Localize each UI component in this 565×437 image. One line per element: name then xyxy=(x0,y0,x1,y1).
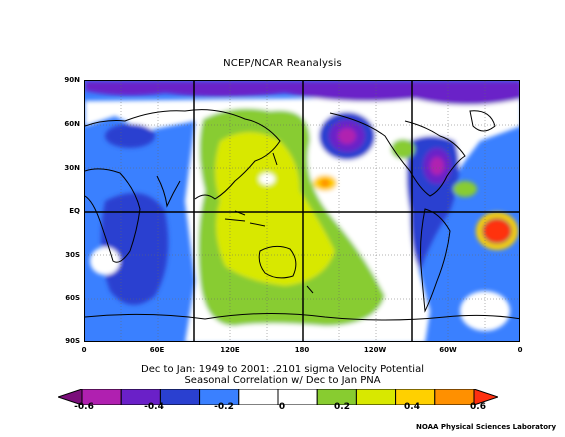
colorbar-tick-label: 0.6 xyxy=(470,402,486,412)
colorbar-tick-label: 0 xyxy=(278,402,286,412)
caption-line-2: Seasonal Correlation w/ Dec to Jan PNA xyxy=(184,375,381,386)
colorbar-tick-label: 0.2 xyxy=(334,402,350,412)
colorbar xyxy=(58,389,498,405)
lon-label-60w: 60W xyxy=(439,346,457,354)
graticule xyxy=(85,81,519,341)
caption-line-1: Dec to Jan: 1949 to 2001: .2101 sigma Ve… xyxy=(141,364,424,375)
lon-label-0-right: 0 xyxy=(517,346,523,354)
lat-label-90n: 90N xyxy=(64,76,80,84)
lat-label-30n: 30N xyxy=(64,164,80,172)
colorbar-tick-label: 0.4 xyxy=(404,402,420,412)
lat-label-30s: 30S xyxy=(65,251,80,259)
lon-label-120e: 120E xyxy=(220,346,240,354)
section-lines xyxy=(85,81,519,341)
coastlines xyxy=(85,109,519,321)
lat-label-60n: 60N xyxy=(64,120,80,128)
colorbar-tick-label: -0.2 xyxy=(214,402,234,412)
correlation-map xyxy=(84,80,520,342)
lon-label-0-left: 0 xyxy=(81,346,87,354)
lat-label-eq: EQ xyxy=(69,207,80,215)
lat-label-60s: 60S xyxy=(65,294,80,302)
plot-title: NCEP/NCAR Reanalysis xyxy=(223,58,342,69)
colorbar-swatch xyxy=(355,389,397,405)
credit-text: NOAA Physical Sciences Laboratory xyxy=(416,423,557,431)
colorbar-swatch xyxy=(473,389,498,405)
colorbar-tick-label: -0.4 xyxy=(144,402,164,412)
lat-label-90s: 90S xyxy=(65,337,80,345)
lon-label-180: 180 xyxy=(294,346,310,354)
lon-label-120w: 120W xyxy=(363,346,387,354)
colorbar-tick-label: -0.6 xyxy=(74,402,94,412)
map-canvas xyxy=(85,81,519,341)
lon-label-60e: 60E xyxy=(149,346,165,354)
